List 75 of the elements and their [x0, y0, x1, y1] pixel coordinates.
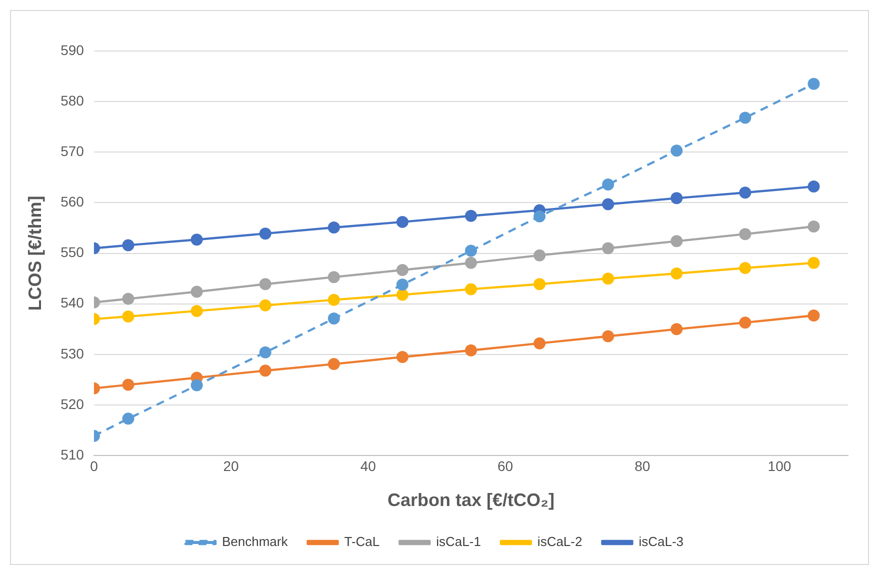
point — [396, 350, 408, 363]
point — [259, 364, 272, 377]
point — [602, 330, 614, 342]
point — [464, 244, 477, 257]
y-tick-label: 570 — [60, 143, 84, 160]
point — [670, 192, 683, 204]
x-tick-label: 80 — [634, 458, 650, 474]
legend-label: T-CaL — [344, 534, 380, 550]
y-tick-label: 530 — [60, 345, 84, 362]
y-tick-label: 580 — [60, 92, 84, 108]
legend-label: isCaL-3 — [638, 534, 684, 550]
point — [739, 112, 752, 124]
point — [808, 256, 820, 269]
point — [464, 210, 477, 222]
point — [534, 249, 546, 262]
point — [739, 186, 752, 199]
x-tick-label: 60 — [497, 458, 514, 474]
x-axis-title: Carbon tax [€/tCO₂] — [387, 490, 554, 510]
point — [534, 337, 546, 350]
legend-label: Benchmark — [222, 534, 288, 550]
y-tick-label: 590 — [60, 42, 84, 58]
point — [396, 278, 408, 291]
point — [396, 216, 408, 228]
point — [396, 264, 408, 276]
x-tick-label: 20 — [223, 458, 240, 474]
point — [122, 292, 134, 305]
point — [190, 379, 203, 392]
point — [328, 271, 340, 284]
point — [534, 210, 546, 222]
point — [122, 412, 134, 425]
y-tick-label: 520 — [60, 396, 84, 412]
y-tick-label: 540 — [60, 294, 84, 311]
point — [534, 278, 546, 290]
point — [122, 310, 134, 323]
y-axis-title: LCOS [€/thm] — [24, 196, 45, 311]
x-tick-label: 100 — [768, 458, 792, 474]
point — [808, 310, 820, 322]
point — [670, 235, 683, 248]
point — [602, 242, 614, 254]
point — [328, 358, 340, 370]
point — [328, 312, 340, 325]
point — [190, 304, 203, 317]
point — [190, 286, 203, 298]
point — [464, 344, 477, 356]
y-tick-label: 550 — [60, 244, 84, 260]
point — [670, 144, 683, 157]
point — [122, 239, 134, 252]
point — [190, 234, 203, 246]
x-tick-label: 40 — [360, 458, 376, 474]
point — [602, 272, 614, 285]
point — [328, 222, 340, 234]
point — [739, 228, 752, 240]
point — [739, 316, 752, 329]
legend-label: isCaL-2 — [537, 534, 582, 550]
point — [259, 228, 272, 240]
point — [328, 294, 340, 306]
point — [670, 268, 683, 280]
point — [808, 180, 820, 193]
point — [259, 278, 272, 290]
point — [259, 299, 272, 312]
point — [739, 262, 752, 274]
point — [808, 78, 820, 90]
point — [122, 378, 134, 391]
point — [464, 256, 477, 269]
y-tick-label: 560 — [60, 194, 84, 210]
point — [259, 346, 272, 358]
x-tick-label: 0 — [90, 458, 98, 474]
point — [602, 178, 614, 191]
point — [464, 283, 477, 296]
legend-label: isCaL-1 — [436, 534, 481, 550]
point — [670, 323, 683, 336]
y-tick-label: 510 — [60, 446, 84, 462]
point — [396, 288, 408, 301]
point — [808, 220, 820, 232]
point — [602, 198, 614, 210]
